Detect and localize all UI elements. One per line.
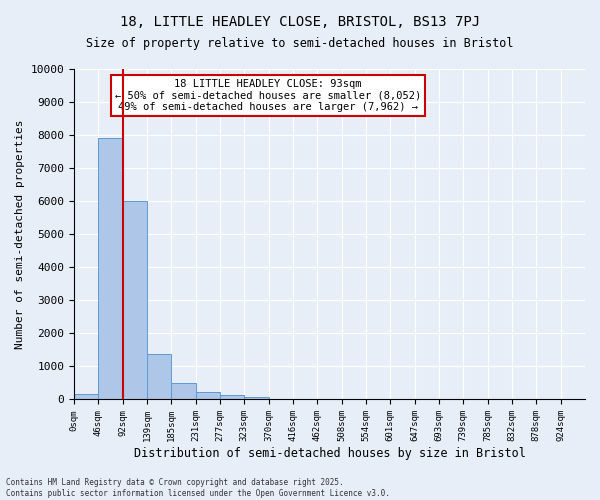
Bar xyxy=(147,354,172,400)
Text: 18 LITTLE HEADLEY CLOSE: 93sqm
← 50% of semi-detached houses are smaller (8,052): 18 LITTLE HEADLEY CLOSE: 93sqm ← 50% of … xyxy=(115,79,421,112)
Bar xyxy=(172,384,196,400)
Text: Contains HM Land Registry data © Crown copyright and database right 2025.
Contai: Contains HM Land Registry data © Crown c… xyxy=(6,478,390,498)
Text: Size of property relative to semi-detached houses in Bristol: Size of property relative to semi-detach… xyxy=(86,38,514,51)
Text: 18, LITTLE HEADLEY CLOSE, BRISTOL, BS13 7PJ: 18, LITTLE HEADLEY CLOSE, BRISTOL, BS13 … xyxy=(120,15,480,29)
Bar xyxy=(244,397,269,400)
Bar xyxy=(74,394,98,400)
X-axis label: Distribution of semi-detached houses by size in Bristol: Distribution of semi-detached houses by … xyxy=(134,447,526,460)
Bar xyxy=(122,201,147,400)
Y-axis label: Number of semi-detached properties: Number of semi-detached properties xyxy=(15,120,25,349)
Bar xyxy=(220,394,244,400)
Bar xyxy=(196,392,220,400)
Bar xyxy=(98,138,122,400)
